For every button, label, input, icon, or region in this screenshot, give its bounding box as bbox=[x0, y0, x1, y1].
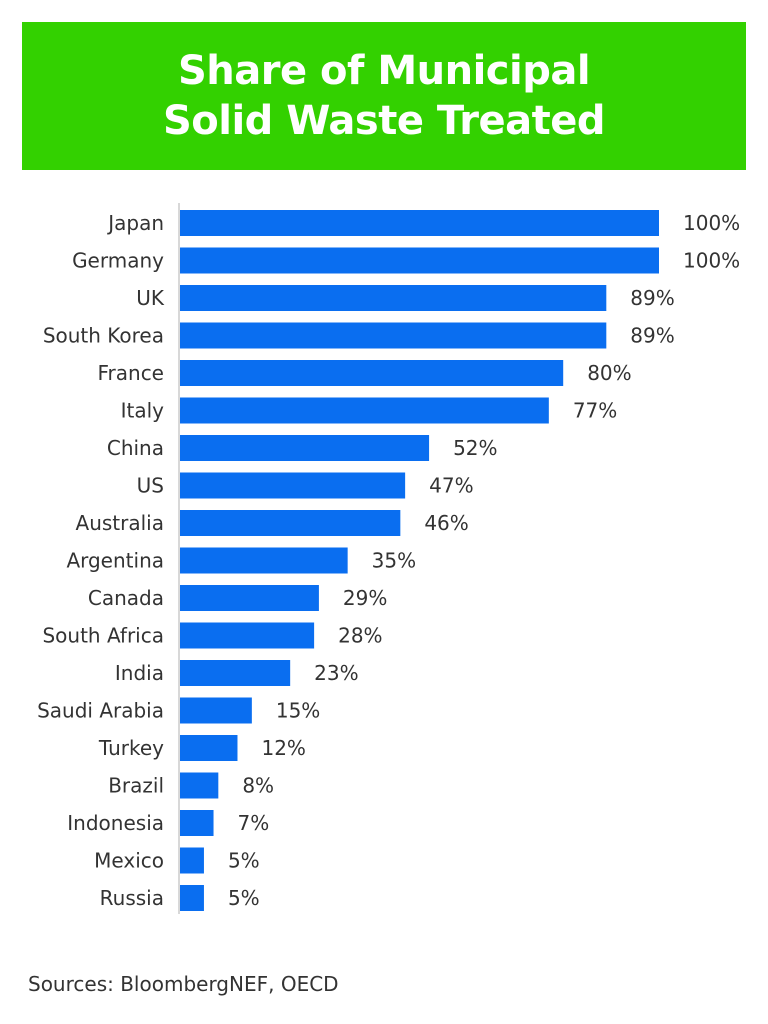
bar-france bbox=[180, 360, 564, 386]
value-label: 7% bbox=[238, 811, 270, 835]
category-label: South Korea bbox=[43, 324, 164, 348]
bar-mexico bbox=[180, 847, 204, 874]
value-label: 8% bbox=[242, 774, 274, 798]
value-label: 15% bbox=[276, 699, 320, 723]
bar-turkey bbox=[180, 735, 238, 761]
bar-australia bbox=[180, 510, 401, 536]
category-label: US bbox=[137, 474, 164, 498]
category-label: India bbox=[115, 661, 164, 685]
value-label: 52% bbox=[453, 436, 497, 460]
category-label: China bbox=[107, 436, 164, 460]
category-label: Russia bbox=[100, 886, 164, 910]
bar-china bbox=[180, 435, 430, 461]
value-label: 12% bbox=[261, 736, 305, 760]
value-label: 5% bbox=[228, 849, 260, 873]
value-label: 47% bbox=[429, 474, 473, 498]
bar-south-africa bbox=[180, 622, 315, 649]
value-label: 28% bbox=[338, 624, 382, 648]
bar-indonesia bbox=[180, 810, 214, 836]
chart-title: Share of Municipal Solid Waste Treated bbox=[22, 22, 746, 170]
category-label: Australia bbox=[76, 511, 164, 535]
value-label: 100% bbox=[683, 211, 740, 235]
category-label: Canada bbox=[88, 586, 164, 610]
bar-saudi-arabia bbox=[180, 697, 252, 724]
bar-uk bbox=[180, 285, 607, 311]
bar-russia bbox=[180, 885, 204, 911]
category-label: Turkey bbox=[98, 736, 164, 760]
category-label: Mexico bbox=[94, 849, 164, 873]
bar-argentina bbox=[180, 547, 348, 574]
bar-us bbox=[180, 472, 406, 499]
value-label: 100% bbox=[683, 249, 740, 273]
bar-japan bbox=[180, 210, 659, 236]
bar-india bbox=[180, 660, 291, 686]
category-label: Saudi Arabia bbox=[37, 699, 164, 723]
value-label: 5% bbox=[228, 886, 260, 910]
bar-south-korea bbox=[180, 322, 607, 349]
bar-italy bbox=[180, 397, 549, 424]
bar-germany bbox=[180, 247, 659, 274]
value-label: 35% bbox=[372, 549, 416, 573]
value-label: 77% bbox=[573, 399, 617, 423]
value-label: 80% bbox=[587, 361, 631, 385]
value-label: 89% bbox=[630, 286, 674, 310]
category-label: Argentina bbox=[66, 549, 164, 573]
category-label: Germany bbox=[72, 249, 164, 273]
category-label: Italy bbox=[121, 399, 165, 423]
category-label: UK bbox=[136, 286, 165, 310]
category-label: South Africa bbox=[42, 624, 164, 648]
value-label: 89% bbox=[630, 324, 674, 348]
value-label: 46% bbox=[424, 511, 468, 535]
category-label: Japan bbox=[106, 211, 164, 235]
category-label: France bbox=[97, 361, 164, 385]
source-note: Sources: BloombergNEF, OECD bbox=[28, 972, 339, 996]
title-line-1: Share of Municipal bbox=[177, 48, 591, 94]
bar-brazil bbox=[180, 772, 219, 799]
category-label: Brazil bbox=[108, 774, 164, 798]
value-label: 23% bbox=[314, 661, 358, 685]
title-line-2: Solid Waste Treated bbox=[162, 98, 606, 144]
value-label: 29% bbox=[343, 586, 387, 610]
bar-canada bbox=[180, 585, 319, 611]
category-label: Indonesia bbox=[67, 811, 164, 835]
